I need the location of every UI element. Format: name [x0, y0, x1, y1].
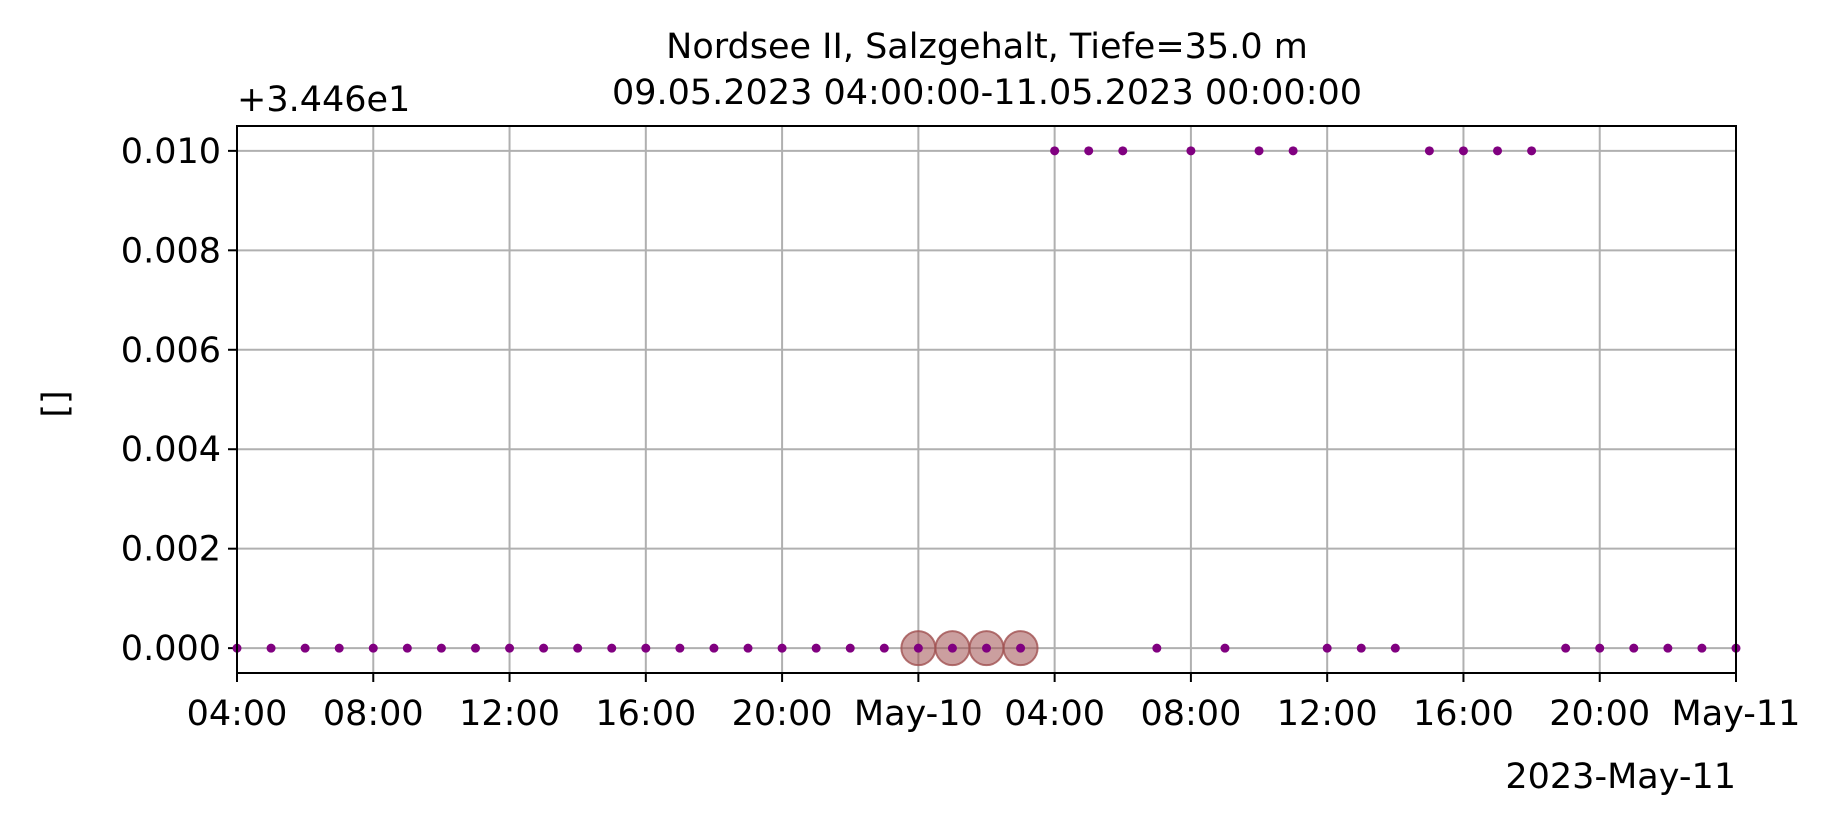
data-point: [913, 643, 923, 653]
data-point: [1254, 146, 1264, 156]
chart-subtitle: 09.05.2023 04:00:00-11.05.2023 00:00:00: [612, 73, 1362, 113]
data-point: [1152, 643, 1162, 653]
data-point: [641, 643, 651, 653]
chart-title: Nordsee II, Salzgehalt, Tiefe=35.0 m: [666, 27, 1308, 67]
data-point: [1629, 643, 1639, 653]
data-point: [1595, 643, 1605, 653]
data-point: [1050, 146, 1060, 156]
x-tick-label: 20:00: [1549, 694, 1650, 734]
data-point: [1220, 643, 1230, 653]
data-point: [1458, 146, 1468, 156]
data-point: [1356, 643, 1366, 653]
x-tick-label: 20:00: [732, 694, 833, 734]
data-point: [1118, 146, 1128, 156]
data-point: [607, 643, 617, 653]
y-tick-label: 0.010: [121, 132, 221, 172]
data-point: [470, 643, 480, 653]
data-point: [334, 643, 344, 653]
data-point: [402, 643, 412, 653]
data-point: [845, 643, 855, 653]
data-point: [1697, 643, 1707, 653]
x-tick-label: 04:00: [187, 694, 288, 734]
x-offset-label: 2023-May-11: [1505, 757, 1736, 797]
y-tick-label: 0.002: [121, 530, 221, 570]
data-point: [505, 643, 515, 653]
data-point: [436, 643, 446, 653]
data-point: [1527, 146, 1537, 156]
y-offset-label: +3.446e1: [237, 80, 410, 120]
data-point: [1424, 146, 1434, 156]
x-tick-label: 12:00: [459, 694, 560, 734]
data-point: [1288, 146, 1298, 156]
x-tick-label: May-10: [854, 694, 983, 734]
data-point: [300, 643, 310, 653]
data-point: [1663, 643, 1673, 653]
data-point: [777, 643, 787, 653]
data-point: [1322, 643, 1332, 653]
x-tick-label: 12:00: [1277, 694, 1378, 734]
x-tick-label: May-11: [1672, 694, 1801, 734]
x-tick-label: 04:00: [1004, 694, 1105, 734]
x-tick-label: 08:00: [323, 694, 424, 734]
y-axis-ticks: 0.000 0.002 0.004 0.006 0.008 0.010: [121, 132, 237, 669]
grid-lines: [236, 126, 1737, 673]
data-point: [266, 643, 276, 653]
data-points: [232, 146, 1741, 667]
y-axis-label: []: [36, 390, 76, 417]
y-tick-label: 0.008: [121, 231, 221, 271]
data-point: [1561, 643, 1571, 653]
y-tick-label: 0.004: [121, 430, 221, 470]
x-tick-label: 08:00: [1140, 694, 1241, 734]
data-point: [743, 643, 753, 653]
data-point: [811, 643, 821, 653]
x-axis-ticks: 04:00 08:00 12:00 16:00 20:00 May-10 04:00 08:0…: [187, 673, 1801, 734]
y-tick-label: 0.006: [121, 331, 221, 371]
plot-frame: [236, 125, 1737, 674]
data-point: [675, 643, 685, 653]
data-point: [1084, 146, 1094, 156]
x-tick-label: 16:00: [1413, 694, 1514, 734]
data-point: [879, 643, 889, 653]
data-point: [982, 643, 991, 653]
y-tick-label: 0.000: [121, 629, 221, 669]
data-point: [947, 643, 957, 653]
data-point: [539, 643, 549, 653]
data-point: [709, 643, 719, 653]
data-point: [1390, 643, 1400, 653]
x-tick-label: 16:00: [595, 694, 696, 734]
data-point: [1016, 643, 1026, 653]
data-point: [1186, 146, 1196, 156]
data-point: [1493, 146, 1503, 156]
data-point: [573, 643, 583, 653]
data-point: [368, 643, 378, 653]
